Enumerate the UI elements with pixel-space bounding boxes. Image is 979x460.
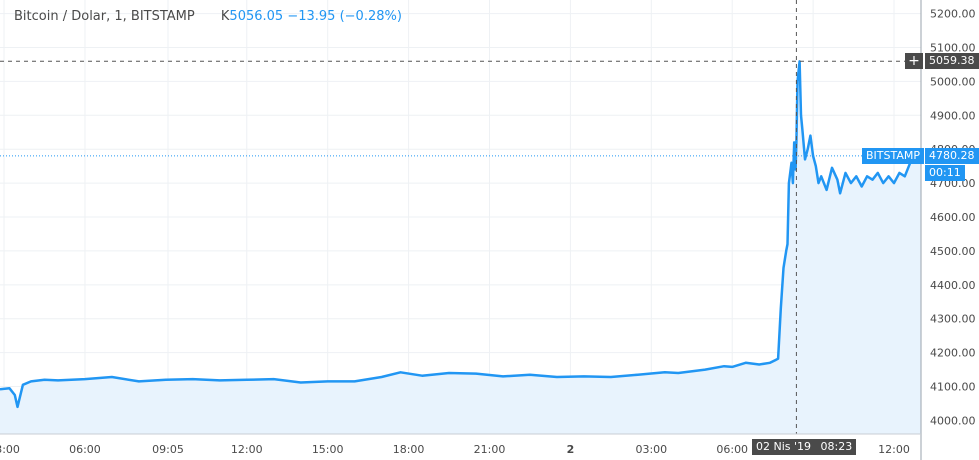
- price-tick-label: 5200.00: [930, 8, 976, 21]
- price-line-series: [0, 60, 922, 409]
- crosshair-price-tag: 5059.38: [925, 53, 979, 69]
- price-tick-label: 4000.00: [930, 414, 976, 427]
- time-tick-label: 03:00: [0, 443, 20, 456]
- price-tick-label: 4600.00: [930, 211, 976, 224]
- change-percent: (−0.28%): [339, 9, 402, 24]
- time-tick-label: 06:00: [69, 443, 101, 456]
- close-value: 5056.05: [229, 9, 284, 24]
- time-tick-label: 12:00: [231, 443, 263, 456]
- bar-countdown-tag: 00:11: [925, 165, 965, 181]
- time-tick-label: 09:05: [152, 443, 184, 456]
- last-price-tag: 4780.28: [925, 148, 979, 164]
- close-label: K: [220, 9, 230, 24]
- price-tick-label: 5100.00: [930, 41, 976, 54]
- time-tick-label: 18:00: [393, 443, 425, 456]
- price-tick-label: 4200.00: [930, 347, 976, 360]
- change-value: −13.95: [287, 9, 336, 24]
- countdown-value: 00:11: [929, 166, 961, 179]
- crosshair-hour: 08:23: [820, 440, 853, 453]
- crosshair-price-value: 5059.38: [929, 54, 975, 67]
- exchange-tag: BITSTAMP: [862, 148, 925, 164]
- price-area-fill: [0, 61, 921, 435]
- crosshair-time-tag: 02 Nis '19 08:23: [752, 439, 857, 455]
- price-tick-label: 5000.00: [930, 75, 976, 88]
- price-tick-label: 4500.00: [930, 245, 976, 258]
- price-tick-label: 4100.00: [930, 381, 976, 394]
- add-alert-plus-icon[interactable]: +: [905, 53, 923, 69]
- time-tick-label: 03:00: [635, 443, 667, 456]
- price-tick-label: 4900.00: [930, 109, 976, 122]
- time-tick-label: 2: [567, 443, 575, 456]
- time-tick-label: 21:00: [474, 443, 506, 456]
- symbol-label[interactable]: Bitcoin / Dolar, 1, BITSTAMP: [14, 9, 195, 24]
- time-tick-label: 06:00: [716, 443, 748, 456]
- last-price-value: 4780.28: [929, 149, 975, 162]
- exchange-label: BITSTAMP: [866, 149, 921, 162]
- crosshair-date: 02 Nis '19: [756, 440, 812, 453]
- price-axis[interactable]: 4000.00 4100.00 4200.00 4300.00 4400.00 4500.…: [930, 8, 976, 428]
- chart-legend: Bitcoin / Dolar, 1, BITSTAMP K5056.05 −1…: [14, 9, 402, 24]
- price-tick-label: 4300.00: [930, 313, 976, 326]
- time-tick-label: 12:00: [878, 443, 910, 456]
- price-tick-label: 4400.00: [930, 279, 976, 292]
- time-tick-label: 15:00: [312, 443, 344, 456]
